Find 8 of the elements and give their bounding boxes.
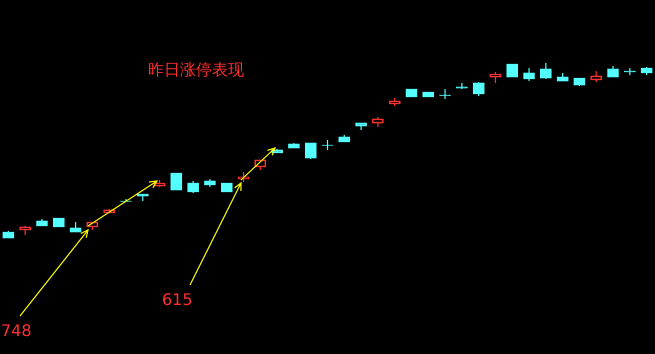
text: 748 <box>1 321 32 340</box>
candlestick <box>372 116 384 128</box>
candlestick <box>490 71 502 84</box>
candlestick <box>19 225 32 236</box>
text: 615 <box>162 290 193 309</box>
candlestick <box>523 67 535 82</box>
candlestick <box>590 70 602 83</box>
annotation: 昨日涨停表现 <box>148 60 244 81</box>
